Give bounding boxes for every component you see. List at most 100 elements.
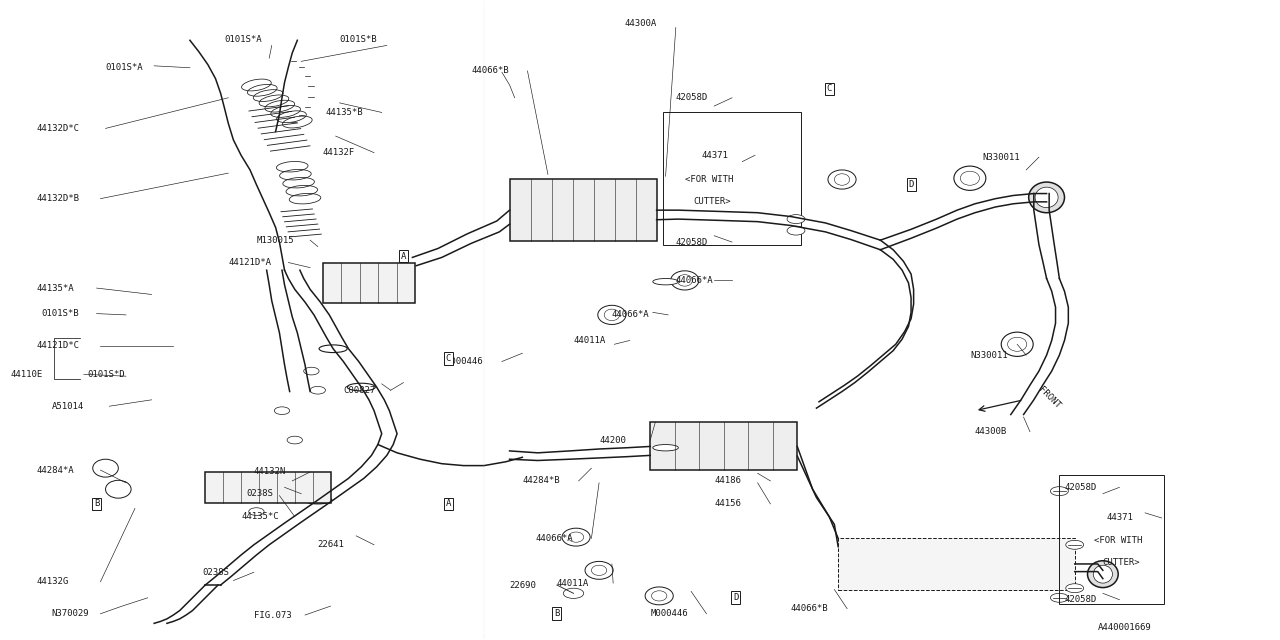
Text: C: C [445,354,451,363]
Text: 44132F: 44132F [323,148,355,157]
Circle shape [248,508,264,515]
Ellipse shape [960,172,979,185]
Text: 44110E: 44110E [12,370,44,379]
Text: 44121D*C: 44121D*C [37,341,79,350]
Text: 44300A: 44300A [625,19,657,28]
Ellipse shape [303,496,332,504]
Text: N330011: N330011 [970,351,1007,360]
Text: N370029: N370029 [51,609,90,618]
Text: 44135*B: 44135*B [325,108,364,117]
Circle shape [1066,540,1084,549]
Text: M130015: M130015 [256,236,294,244]
Ellipse shape [1088,561,1119,588]
Circle shape [787,214,805,223]
Ellipse shape [835,173,850,185]
Text: 44132N: 44132N [253,467,287,477]
Text: 44011A: 44011A [573,336,605,345]
Text: 44066*B: 44066*B [791,604,828,613]
Text: 42058D: 42058D [676,93,708,102]
Ellipse shape [585,561,613,579]
Circle shape [310,387,325,394]
Text: 44066*A: 44066*A [535,534,572,543]
Text: 44135*C: 44135*C [241,512,279,521]
Text: 44132G: 44132G [37,577,69,586]
Ellipse shape [319,345,347,353]
Text: C: C [827,84,832,93]
Text: A440001669: A440001669 [1098,623,1152,632]
Text: 44371: 44371 [701,151,728,160]
Text: 44132D*C: 44132D*C [37,124,79,133]
Circle shape [787,226,805,235]
Ellipse shape [1093,565,1112,583]
Ellipse shape [645,587,673,605]
FancyBboxPatch shape [838,538,1075,590]
FancyBboxPatch shape [650,422,797,470]
Text: 22641: 22641 [317,540,344,549]
FancyBboxPatch shape [323,263,415,303]
Text: 0101S*B: 0101S*B [42,309,79,318]
Text: B: B [554,609,559,618]
Text: A51014: A51014 [51,402,84,411]
Text: D: D [733,593,739,602]
Ellipse shape [105,480,131,498]
Text: 0238S: 0238S [246,489,273,498]
Ellipse shape [591,565,607,575]
Text: FIG.073: FIG.073 [253,611,292,620]
Circle shape [1051,593,1069,602]
Ellipse shape [1001,332,1033,356]
Text: A: A [401,252,406,260]
Ellipse shape [1007,337,1027,351]
Text: 44121D*A: 44121D*A [228,258,271,267]
Circle shape [563,588,584,598]
Text: M000446: M000446 [650,609,687,618]
Text: D: D [909,180,914,189]
Ellipse shape [562,528,590,546]
Text: 44284*B: 44284*B [522,476,559,485]
Text: 44066*B: 44066*B [471,67,509,76]
Text: 0101S*B: 0101S*B [339,35,378,44]
Text: CUTTER>: CUTTER> [694,197,731,206]
FancyBboxPatch shape [509,179,657,241]
Text: B: B [93,499,100,508]
Circle shape [268,479,283,486]
Text: CUTTER>: CUTTER> [1103,558,1140,567]
Ellipse shape [604,309,620,321]
Text: 22690: 22690 [509,580,536,589]
Text: 44300B: 44300B [975,428,1007,436]
Text: 44011A: 44011A [557,579,589,588]
Text: 44284*A: 44284*A [37,465,74,475]
Text: A: A [445,499,451,508]
Text: FRONT: FRONT [1037,385,1061,411]
Text: 42058D: 42058D [676,237,708,246]
Text: 44156: 44156 [714,499,741,508]
Circle shape [303,367,319,375]
Text: <FOR WITH: <FOR WITH [1094,536,1142,545]
Circle shape [1066,584,1084,593]
Circle shape [287,436,302,444]
Ellipse shape [954,166,986,190]
Ellipse shape [92,460,118,477]
Text: <FOR WITH: <FOR WITH [685,175,733,184]
Ellipse shape [652,591,667,601]
Circle shape [1051,486,1069,495]
Text: 44186: 44186 [714,476,741,485]
Ellipse shape [568,532,584,542]
Text: M000446: M000446 [445,357,484,366]
Text: 0101S*A: 0101S*A [224,35,262,44]
Text: 0101S*D: 0101S*D [87,370,125,379]
Ellipse shape [828,170,856,189]
Ellipse shape [671,271,699,290]
Ellipse shape [347,383,375,391]
Text: 42058D: 42058D [1065,595,1097,604]
Text: 42058D: 42058D [1065,483,1097,492]
Ellipse shape [1029,182,1065,212]
Text: 44371: 44371 [1107,513,1134,522]
Ellipse shape [653,445,678,451]
Ellipse shape [653,278,678,285]
Text: 0238S: 0238S [202,568,229,577]
Text: 44200: 44200 [599,436,626,445]
Text: N330011: N330011 [983,153,1020,162]
FancyBboxPatch shape [205,472,330,502]
Text: 44066*A: 44066*A [612,310,649,319]
Ellipse shape [677,275,692,286]
